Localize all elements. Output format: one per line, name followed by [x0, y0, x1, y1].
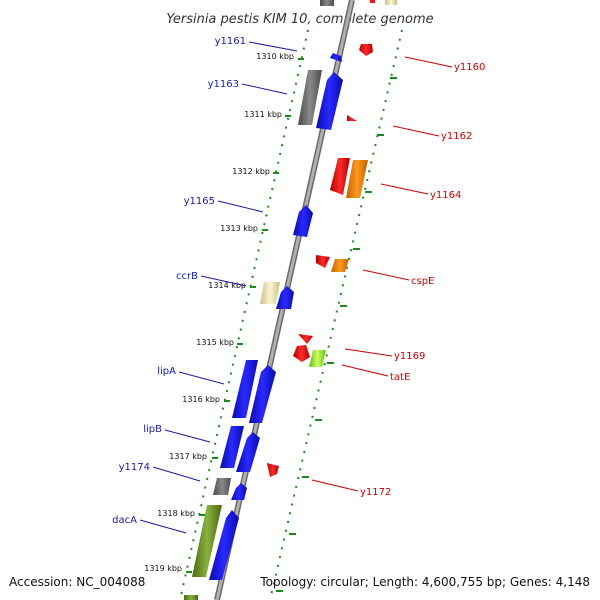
gene-label-right: y1162 [441, 131, 472, 142]
right-labels: y1160 y1162 y1164 cspE y1169 tatE y1172 [311, 56, 485, 498]
map-title: Yersinia pestis KIM 10, complete genome [166, 12, 433, 27]
label-tatE: tatE [341, 364, 410, 383]
gene-label-right: y1169 [394, 351, 425, 362]
gene-label-left: lipB [143, 424, 162, 435]
tick-label: 1316 kbp [182, 395, 220, 404]
gene-y1169 [293, 345, 310, 362]
tick-1310: 1310 kbp [256, 52, 304, 61]
right-track-ticks [276, 77, 397, 592]
gene-feature-top-partial [385, 0, 397, 5]
label-y1163: y1163 [208, 79, 288, 95]
tick-label: 1317 kbp [169, 452, 207, 461]
tick-label: 1313 kbp [220, 224, 258, 233]
gene-label-left: lipA [157, 366, 176, 377]
gene-label-left: ccrB [176, 271, 198, 282]
gene-label-left: y1161 [215, 36, 246, 47]
gene-label-left: dacA [112, 515, 137, 526]
gene-y1172 [267, 463, 279, 477]
tick-1312: 1312 kbp [232, 167, 279, 176]
track-right-outer [269, 29, 403, 600]
gene-ccrB [276, 286, 294, 309]
gene-cspE-orange [331, 259, 349, 272]
gene-bottom-partial [184, 595, 198, 600]
gene-cspE-red [316, 255, 330, 268]
gene-label-right: y1172 [360, 487, 391, 498]
tick-1315: 1315 kbp [196, 338, 243, 347]
gene-y1160 [359, 44, 373, 56]
label-dacA: dacA [112, 515, 187, 534]
track-left-outer [179, 29, 309, 600]
tick-label: 1318 kbp [157, 509, 195, 518]
accession-text: Accession: NC_004088 [9, 575, 145, 589]
tick-label: 1314 kbp [208, 281, 246, 290]
tick-1314: 1314 kbp [208, 281, 256, 290]
label-y1172: y1172 [311, 479, 391, 498]
gene-label-right: tatE [390, 372, 410, 383]
gene-y1162 [347, 115, 357, 121]
tick-label: 1311 kbp [244, 110, 282, 119]
label-y1161: y1161 [215, 36, 298, 52]
tick-1319: 1319 kbp [144, 564, 192, 573]
gene-y1161 [330, 53, 342, 62]
gene-feature-top-partial-2 [320, 0, 334, 6]
gene-tatE [309, 350, 326, 367]
label-y1164: y1164 [380, 183, 461, 201]
gene-label-right: y1160 [454, 62, 485, 73]
label-lipA: lipA [157, 366, 225, 385]
tick-1313: 1313 kbp [220, 224, 268, 233]
gene-ccrB-pale [260, 282, 280, 304]
label-y1174: y1174 [119, 462, 201, 482]
gene-lipB-1 [220, 426, 244, 468]
left-labels: y1161 y1163 y1165 ccrB lipA lipB y1174 [112, 36, 298, 534]
gene-dacA [209, 510, 239, 580]
gene-y1165 [293, 205, 313, 237]
gene-y1163-gray [298, 70, 322, 125]
label-y1162: y1162 [392, 125, 472, 142]
label-lipB: lipB [143, 424, 211, 443]
gene-label-left: y1165 [184, 196, 215, 207]
label-y1165: y1165 [184, 196, 264, 213]
gene-lipB-2 [236, 432, 260, 472]
gene-lipA-1 [232, 360, 258, 418]
gene-lipA-2 [249, 365, 276, 423]
tick-label: 1312 kbp [232, 167, 270, 176]
gene-y1169-red-small [298, 334, 313, 344]
tick-label: 1315 kbp [196, 338, 234, 347]
gene-y1164-red [330, 158, 350, 195]
gene-feature-top-partial-3 [370, 0, 375, 3]
label-cspE: cspE [362, 269, 434, 287]
gene-label-left: y1163 [208, 79, 239, 90]
gene-y1174-gray [213, 478, 231, 495]
gene-label-left: y1174 [119, 462, 150, 473]
tick-group: 1310 kbp 1311 kbp 1312 kbp 1313 kbp 1314… [144, 52, 304, 573]
gene-label-right: y1164 [430, 190, 461, 201]
label-ccrB: ccrB [176, 271, 247, 287]
gene-dacA-olive [192, 505, 222, 577]
label-y1160: y1160 [404, 56, 485, 73]
tick-1311: 1311 kbp [244, 110, 291, 119]
topology-text: Topology: circular; Length: 4,600,755 bp… [259, 575, 590, 589]
gene-y1164-orange [346, 160, 368, 198]
label-y1169: y1169 [344, 348, 425, 362]
tick-label: 1319 kbp [144, 564, 182, 573]
gene-y1163 [316, 72, 343, 130]
tick-1317: 1317 kbp [169, 452, 218, 461]
gene-label-right: cspE [411, 276, 434, 287]
tick-label: 1310 kbp [256, 52, 294, 61]
tick-1316: 1316 kbp [182, 395, 230, 404]
tick-1318: 1318 kbp [157, 509, 205, 518]
gene-y1174 [231, 483, 247, 500]
